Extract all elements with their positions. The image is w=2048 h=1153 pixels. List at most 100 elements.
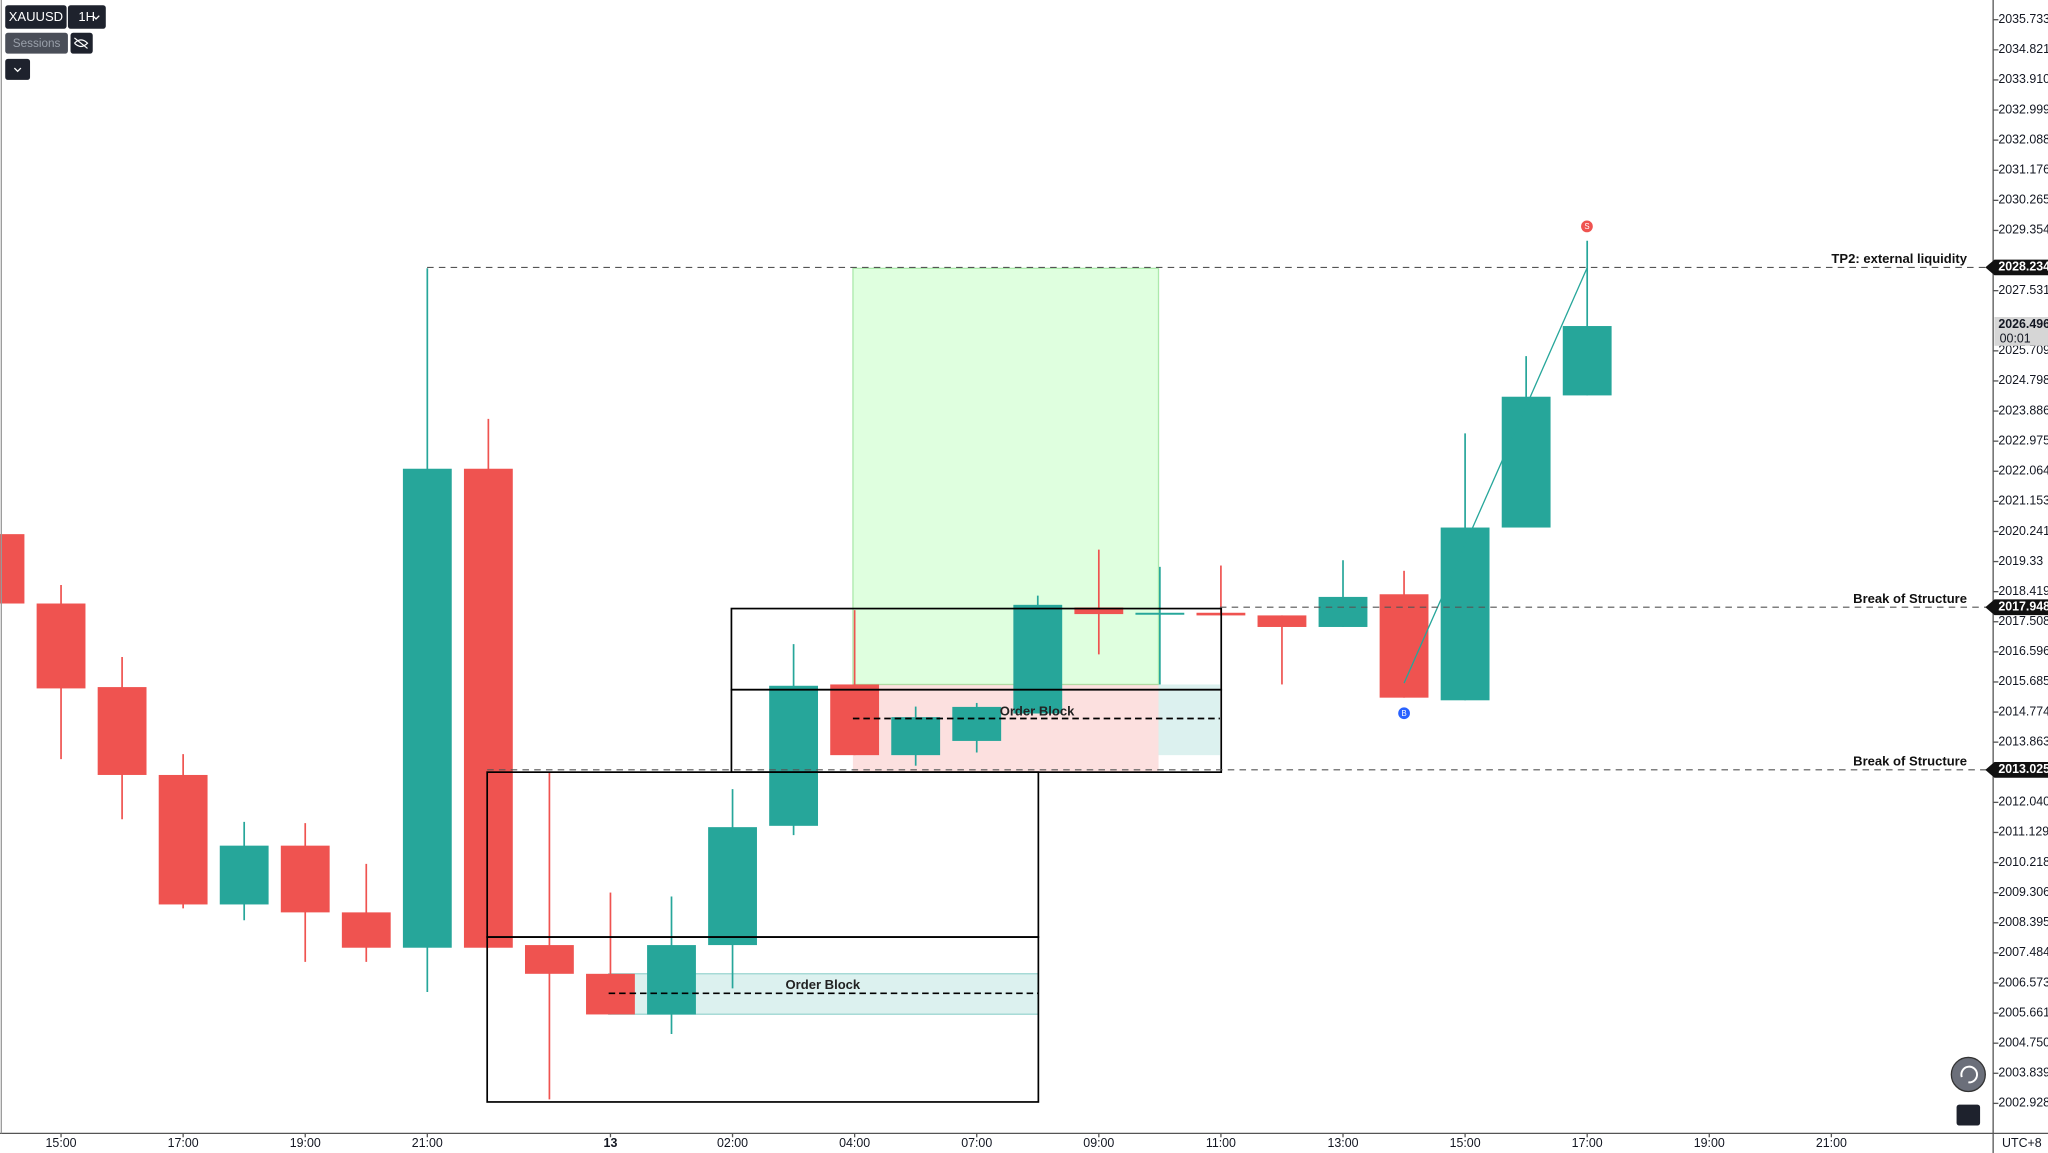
y-tick-label: 2024.798 [1998,373,2048,387]
eye-icon [74,37,89,49]
price-label-bg [1985,599,2048,616]
screenshot-button[interactable] [1956,1104,1981,1126]
candle-body [1074,607,1124,615]
x-tick-label: 04:00 [839,1136,870,1150]
x-tick-label: 09:00 [1083,1136,1114,1150]
indicator[interactable]: Sessions [13,37,61,50]
x-tick-label: 15:00 [46,1136,77,1150]
y-tick-label: 2031.176 [1998,163,2048,177]
y-tick-label: 2022.064 [1998,464,2048,478]
x-tick-label: 13 [604,1136,618,1150]
y-tick-label: 2025.709 [1998,343,2048,357]
y-tick-label: 2033.910 [1998,72,2048,86]
candle-body [769,685,819,826]
candle-body [158,774,208,905]
y-tick-label: 2032.999 [1998,102,2048,116]
x-tick-label: 21:00 [1816,1136,1847,1150]
candle-body [1440,527,1490,701]
candle-body [524,945,574,974]
zone-label: Order Block [1000,703,1075,718]
y-tick-label: 2005.661 [1998,1005,2048,1019]
y-tick-label: 2019.33 [1998,554,2043,568]
x-tick-label: 15:00 [1450,1136,1481,1150]
interval[interactable]: 1H [78,9,95,24]
x-tick-label: 19:00 [1694,1136,1725,1150]
candle-body [830,684,880,756]
structure-boxes [486,607,1223,1103]
x-tick-label: 17:00 [168,1136,199,1150]
candle-body [891,717,941,756]
chevron [13,67,22,73]
buy-signal [1398,707,1410,720]
chevron [92,15,100,20]
candle-body [1257,615,1307,627]
replay-button[interactable] [1950,1056,1986,1093]
y-tick-label: 2034.821 [1998,42,2048,56]
signal-label: B [1401,709,1406,718]
y-tick-label: 2023.886 [1998,403,2048,417]
candle-body [952,706,1002,741]
y-tick-label: 2010.218 [1998,855,2048,869]
price-label: 2013.025 [1998,762,2048,776]
x-tick-label: 17:00 [1572,1136,1603,1150]
interval-button[interactable] [67,5,106,29]
symbol-button[interactable] [5,5,67,29]
y-tick-label: 2018.419 [1998,584,2048,598]
candle-body [1318,596,1368,627]
y-tick-label: 2035.733 [1998,12,2048,26]
price-label-bg [1985,259,2048,276]
x-tick-label: 21:00 [412,1136,443,1150]
y-tick-label: 2017.508 [1998,614,2048,628]
candle-body [341,912,391,948]
y-tick-label: 2011.129 [1998,825,2048,839]
price-label: 2028.234 [1998,260,2048,274]
candle-body [219,845,269,905]
y-tick-label: 2008.395 [1998,915,2048,929]
last-price-bg [1994,316,2048,346]
y-tick-label: 2029.354 [1998,223,2048,237]
collapse-button[interactable] [5,58,31,80]
y-tick-label: 2020.241 [1998,524,2048,538]
x-tick-label: 02:00 [717,1136,748,1150]
signal-label: S [1584,222,1589,231]
symbol[interactable]: XAUUSD [9,9,63,24]
last-price: 2026.496 [1998,317,2048,331]
y-tick-label: 2015.685 [1998,674,2048,688]
target-zone [852,267,1160,686]
candle-body [402,468,452,948]
price-label: 2017.948 [1998,599,2048,613]
y-tick-label: 2002.928 [1998,1096,2048,1110]
x-tick-label: 13:00 [1327,1136,1358,1150]
y-tick-label: 2032.088 [1998,132,2048,146]
sell-signal [1581,220,1593,233]
candle-body [1501,396,1551,528]
candle-body [1013,604,1063,714]
y-tick-label: 2027.531 [1998,283,2048,297]
y-tick-label: 2012.040 [1998,795,2048,809]
y-tick-label: 2014.774 [1998,704,2048,718]
y-tick-label: 2016.596 [1998,644,2048,658]
candle-body [1135,612,1185,615]
countdown: 00:01 [2000,332,2031,346]
y-tick-label: 2013.863 [1998,734,2048,748]
box [486,936,1040,1103]
indicator-button[interactable] [5,32,68,54]
candle-body [463,468,513,948]
path-line [1403,268,1588,684]
x-tick-label: 11:00 [1206,1136,1236,1150]
level-label: Break of Structure [1853,753,1967,768]
zone-label: Order Block [786,977,861,992]
y-tick-label: 2006.573 [1998,975,2048,989]
candle-body [1562,326,1612,396]
level-label: Break of Structure [1853,591,1967,606]
x-tick-label: 07:00 [961,1136,992,1150]
y-tick-label: 2007.484 [1998,945,2048,959]
y-tick-label: 2003.839 [1998,1066,2048,1080]
y-tick-label: 2021.153 [1998,494,2048,508]
candle-body [97,687,147,775]
order-block-zone [1158,684,1220,756]
x-tick-label: 19:00 [290,1136,321,1150]
